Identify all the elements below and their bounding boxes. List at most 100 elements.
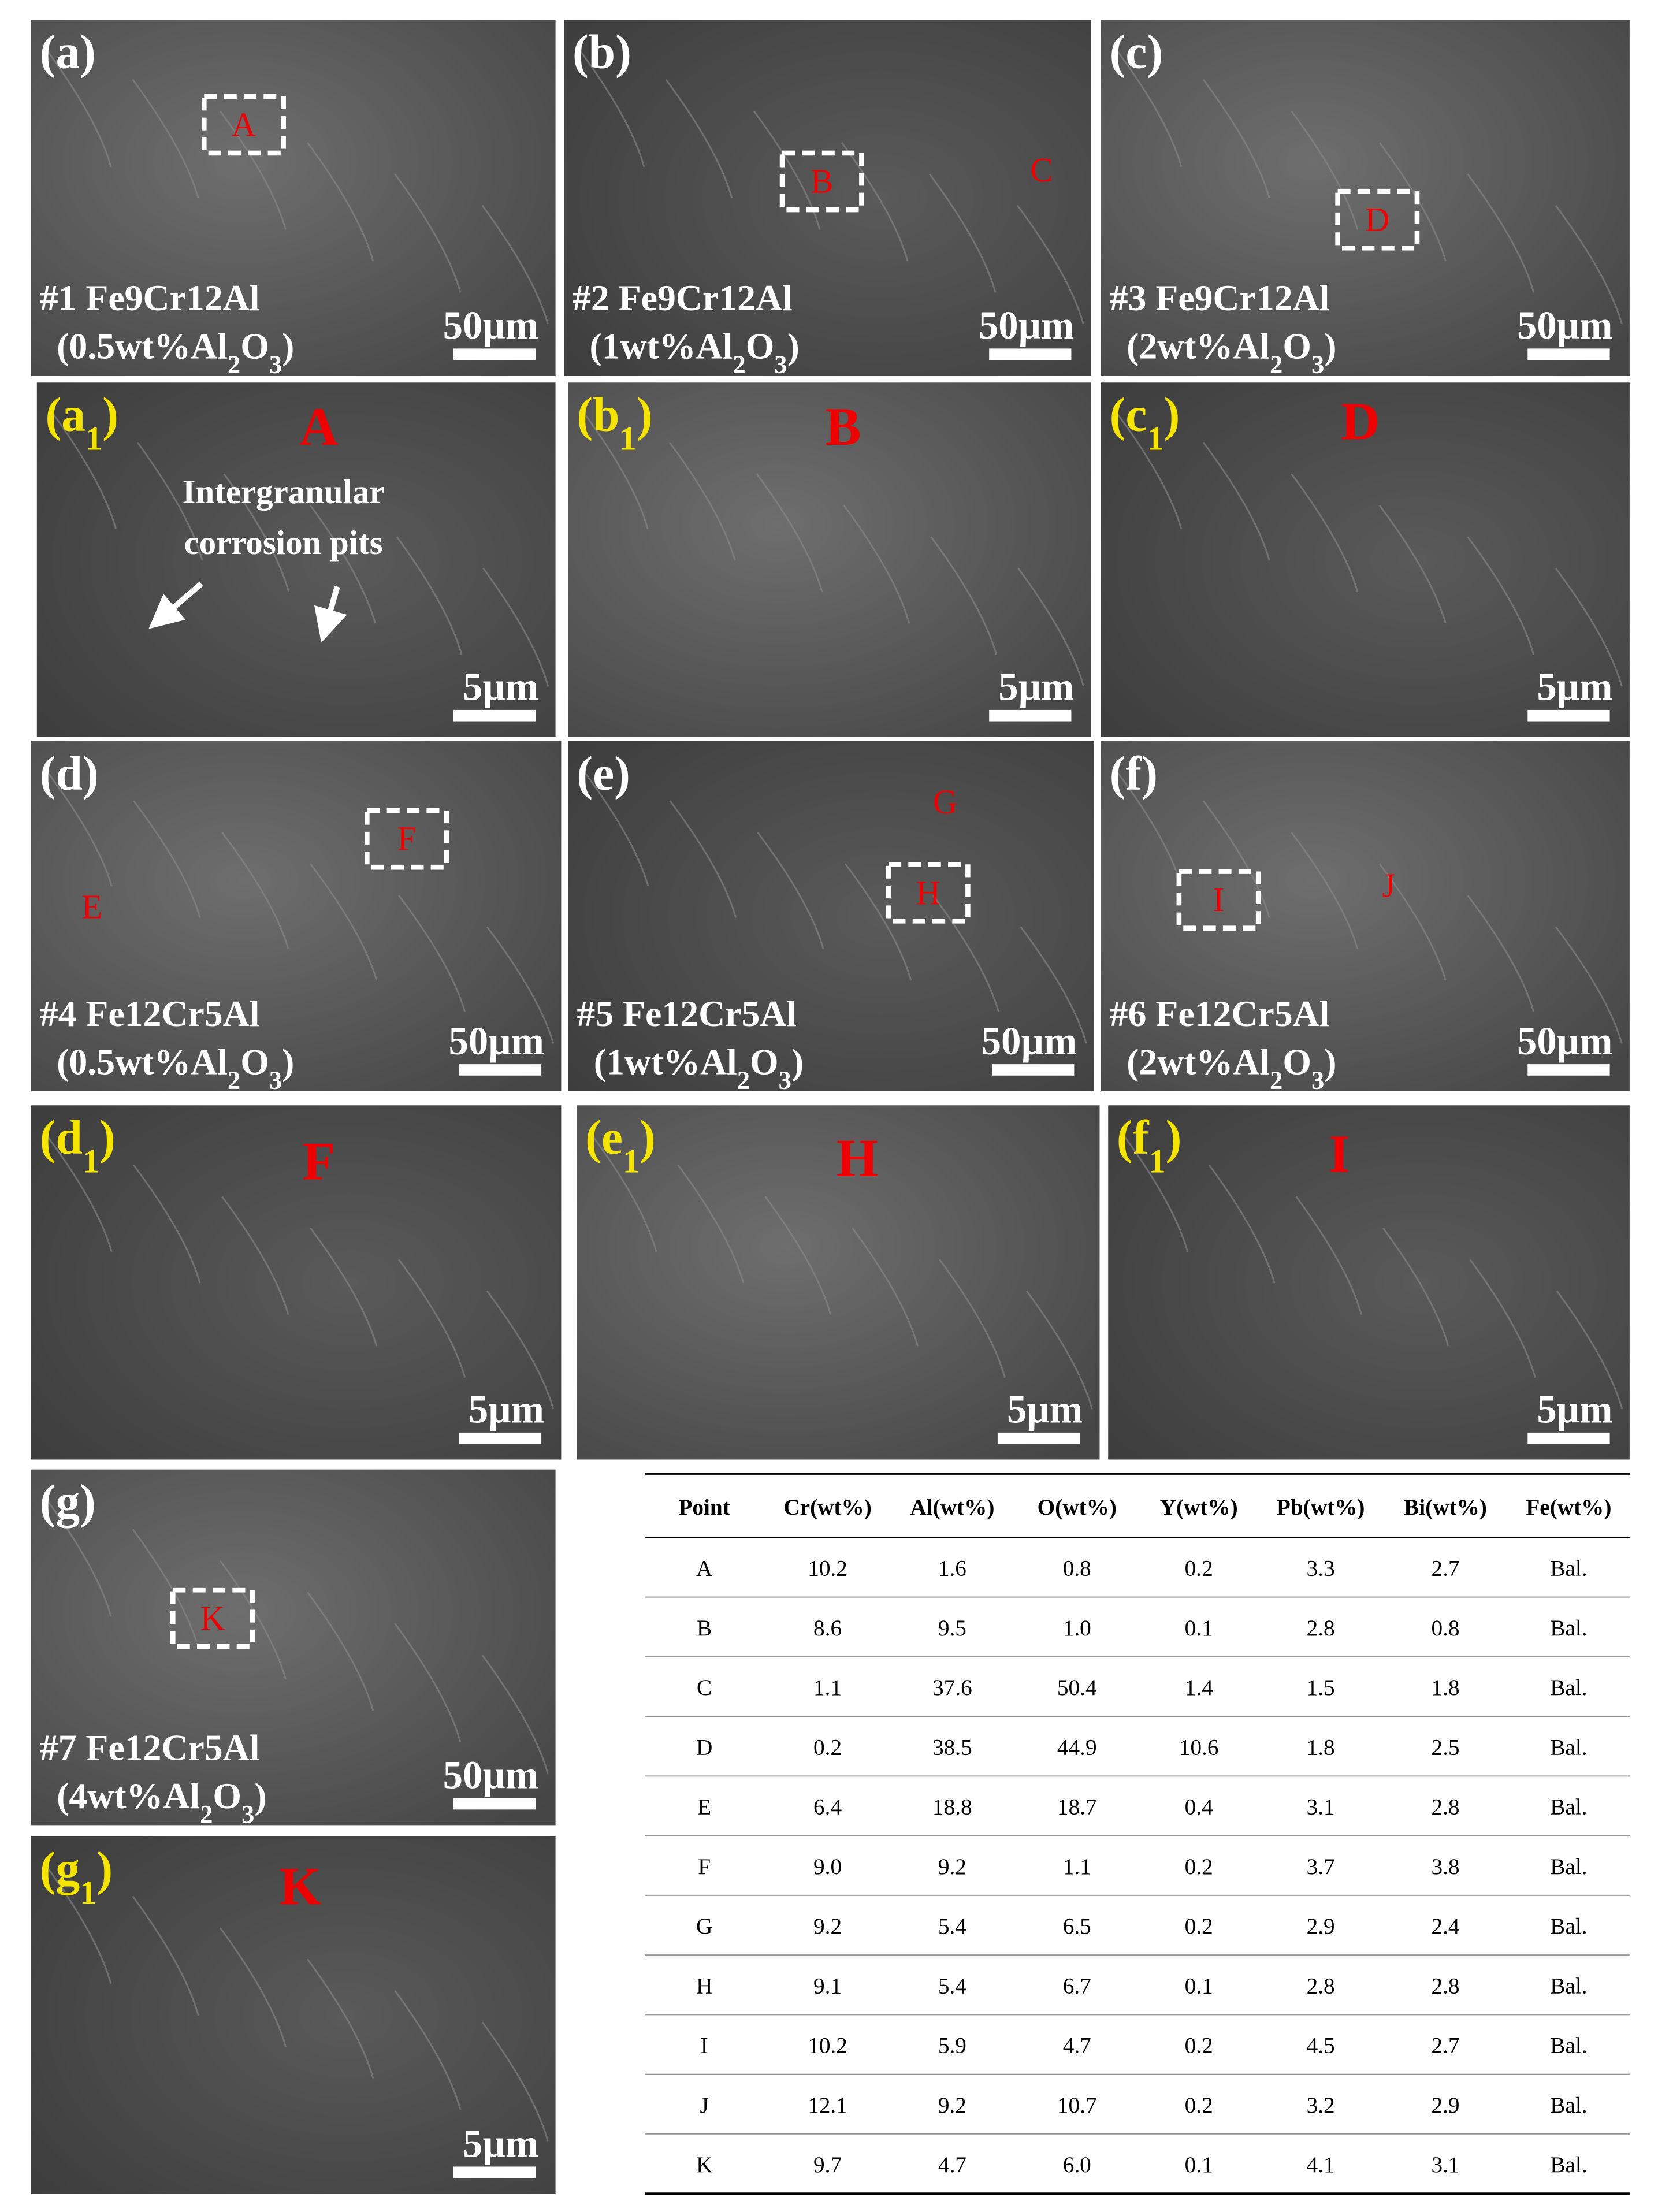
panel-label-part: (g <box>40 1842 80 1895</box>
point-label: K <box>200 1600 225 1637</box>
panel-label: (a1) <box>46 389 118 457</box>
table-cell: 1.1 <box>1063 1854 1091 1879</box>
composition-caption-part: ) <box>1324 326 1336 367</box>
texture <box>764 1196 832 1315</box>
scale-bar <box>459 1432 542 1444</box>
composition-caption-part: 3 <box>241 1800 254 1828</box>
composition-caption-part: ) <box>791 1041 804 1082</box>
texture <box>44 769 113 887</box>
table-cell: 0.4 <box>1185 1795 1213 1820</box>
point-label: H <box>916 874 940 912</box>
table-cell: A <box>696 1556 713 1581</box>
table-cell: 3.7 <box>1307 1854 1335 1879</box>
composition-caption-part: (0.5wt%Al <box>57 326 228 367</box>
composition-caption-part: 3 <box>779 1065 791 1094</box>
panel-label-part: (d) <box>40 747 99 800</box>
table-cell: 38.5 <box>932 1735 972 1760</box>
texture <box>44 1864 112 1984</box>
point-label: F <box>397 820 417 858</box>
table-cell: 2.8 <box>1431 1795 1459 1820</box>
table-cell: 1.4 <box>1185 1675 1213 1700</box>
table-cell: 9.2 <box>938 1854 966 1879</box>
point-label: A <box>232 106 256 143</box>
texture <box>1378 504 1447 624</box>
point-label: K <box>280 1857 322 1917</box>
point-label: A <box>299 397 338 457</box>
table-cell: 0.2 <box>1185 1854 1213 1879</box>
table-cell: 1.5 <box>1307 1675 1335 1700</box>
table-cell: Bal. <box>1550 1973 1587 1998</box>
panel-label: (a) <box>40 26 96 79</box>
texture <box>50 410 117 530</box>
table-cell: 1.1 <box>813 1675 842 1700</box>
table-cell: 9.0 <box>813 1854 842 1879</box>
sample-caption: #2 Fe9Cr12Al <box>573 277 793 318</box>
scale-bar <box>1527 1064 1610 1076</box>
point-label: E <box>81 888 102 925</box>
table-cell: Bal. <box>1550 1735 1587 1760</box>
composition-caption-part: O <box>1282 1041 1311 1082</box>
texture <box>1378 142 1447 262</box>
table-cell: 5.9 <box>938 2033 966 2058</box>
table-cell: 0.8 <box>1431 1616 1459 1641</box>
texture <box>1555 567 1623 687</box>
texture <box>482 567 549 687</box>
composition-caption-part: ) <box>1324 1041 1336 1082</box>
composition-caption-part: 2 <box>228 1065 240 1094</box>
composition-caption-part: O <box>750 1041 779 1082</box>
texture <box>1555 926 1623 1044</box>
scale-bar <box>453 1798 536 1810</box>
composition-caption-part: ) <box>254 1775 266 1816</box>
composition-caption-part: 3 <box>269 350 282 379</box>
texture <box>928 173 997 293</box>
texture <box>133 800 201 918</box>
table-cell: 4.1 <box>1307 2152 1335 2177</box>
texture <box>843 504 910 624</box>
texture <box>932 894 1000 1013</box>
table-cell: 6.7 <box>1063 1973 1091 1998</box>
texture <box>136 441 203 561</box>
scale-label: 50µm <box>449 1019 544 1063</box>
table-cell: 4.5 <box>1307 2033 1335 2058</box>
texture <box>1202 800 1270 918</box>
point-label: D <box>1365 201 1390 239</box>
table-cell: Bal. <box>1550 1675 1587 1700</box>
texture <box>852 1227 919 1347</box>
texture <box>665 79 733 199</box>
sample-caption: #1 Fe9Cr12Al <box>40 277 260 318</box>
table-header: Pb(wt%) <box>1277 1495 1365 1520</box>
table-cell: 2.9 <box>1307 1914 1335 1939</box>
scale-bar <box>453 2166 536 2178</box>
table-cell: 18.8 <box>932 1795 972 1820</box>
scale-bar <box>453 709 536 722</box>
sem-image <box>31 741 562 1091</box>
panel-label-part: (f) <box>1110 747 1158 800</box>
composition-caption: (0.5wt%Al2O3) <box>57 326 294 379</box>
table-cell: 10.2 <box>808 2033 847 2058</box>
table-cell: 2.4 <box>1431 1914 1459 1939</box>
table-cell: 2.7 <box>1431 2033 1459 2058</box>
panel-label-part: ) <box>102 389 118 442</box>
table-cell: K <box>696 2152 712 2177</box>
panel-label: (c) <box>1110 26 1163 79</box>
table-cell: 10.7 <box>1057 2093 1097 2118</box>
composition-caption-part: 3 <box>1311 1065 1324 1094</box>
texture <box>481 205 549 325</box>
texture <box>310 863 378 981</box>
texture <box>668 441 736 561</box>
texture <box>396 536 463 655</box>
composition-caption-part: (1wt%Al <box>594 1041 737 1082</box>
sem-image <box>31 20 556 376</box>
texture <box>582 410 649 530</box>
texture <box>132 1895 199 2016</box>
texture <box>221 831 289 950</box>
table-cell: Bal. <box>1550 1854 1587 1879</box>
texture <box>394 1990 462 2110</box>
table-cell: 10.6 <box>1179 1735 1219 1760</box>
composition-caption: (2wt%Al2O3) <box>1127 326 1336 379</box>
region-box <box>779 150 864 213</box>
sem-image <box>1101 741 1630 1091</box>
composition-caption-part: O <box>746 326 775 367</box>
scale-label: 50µm <box>979 303 1074 347</box>
sem-image <box>568 382 1091 737</box>
